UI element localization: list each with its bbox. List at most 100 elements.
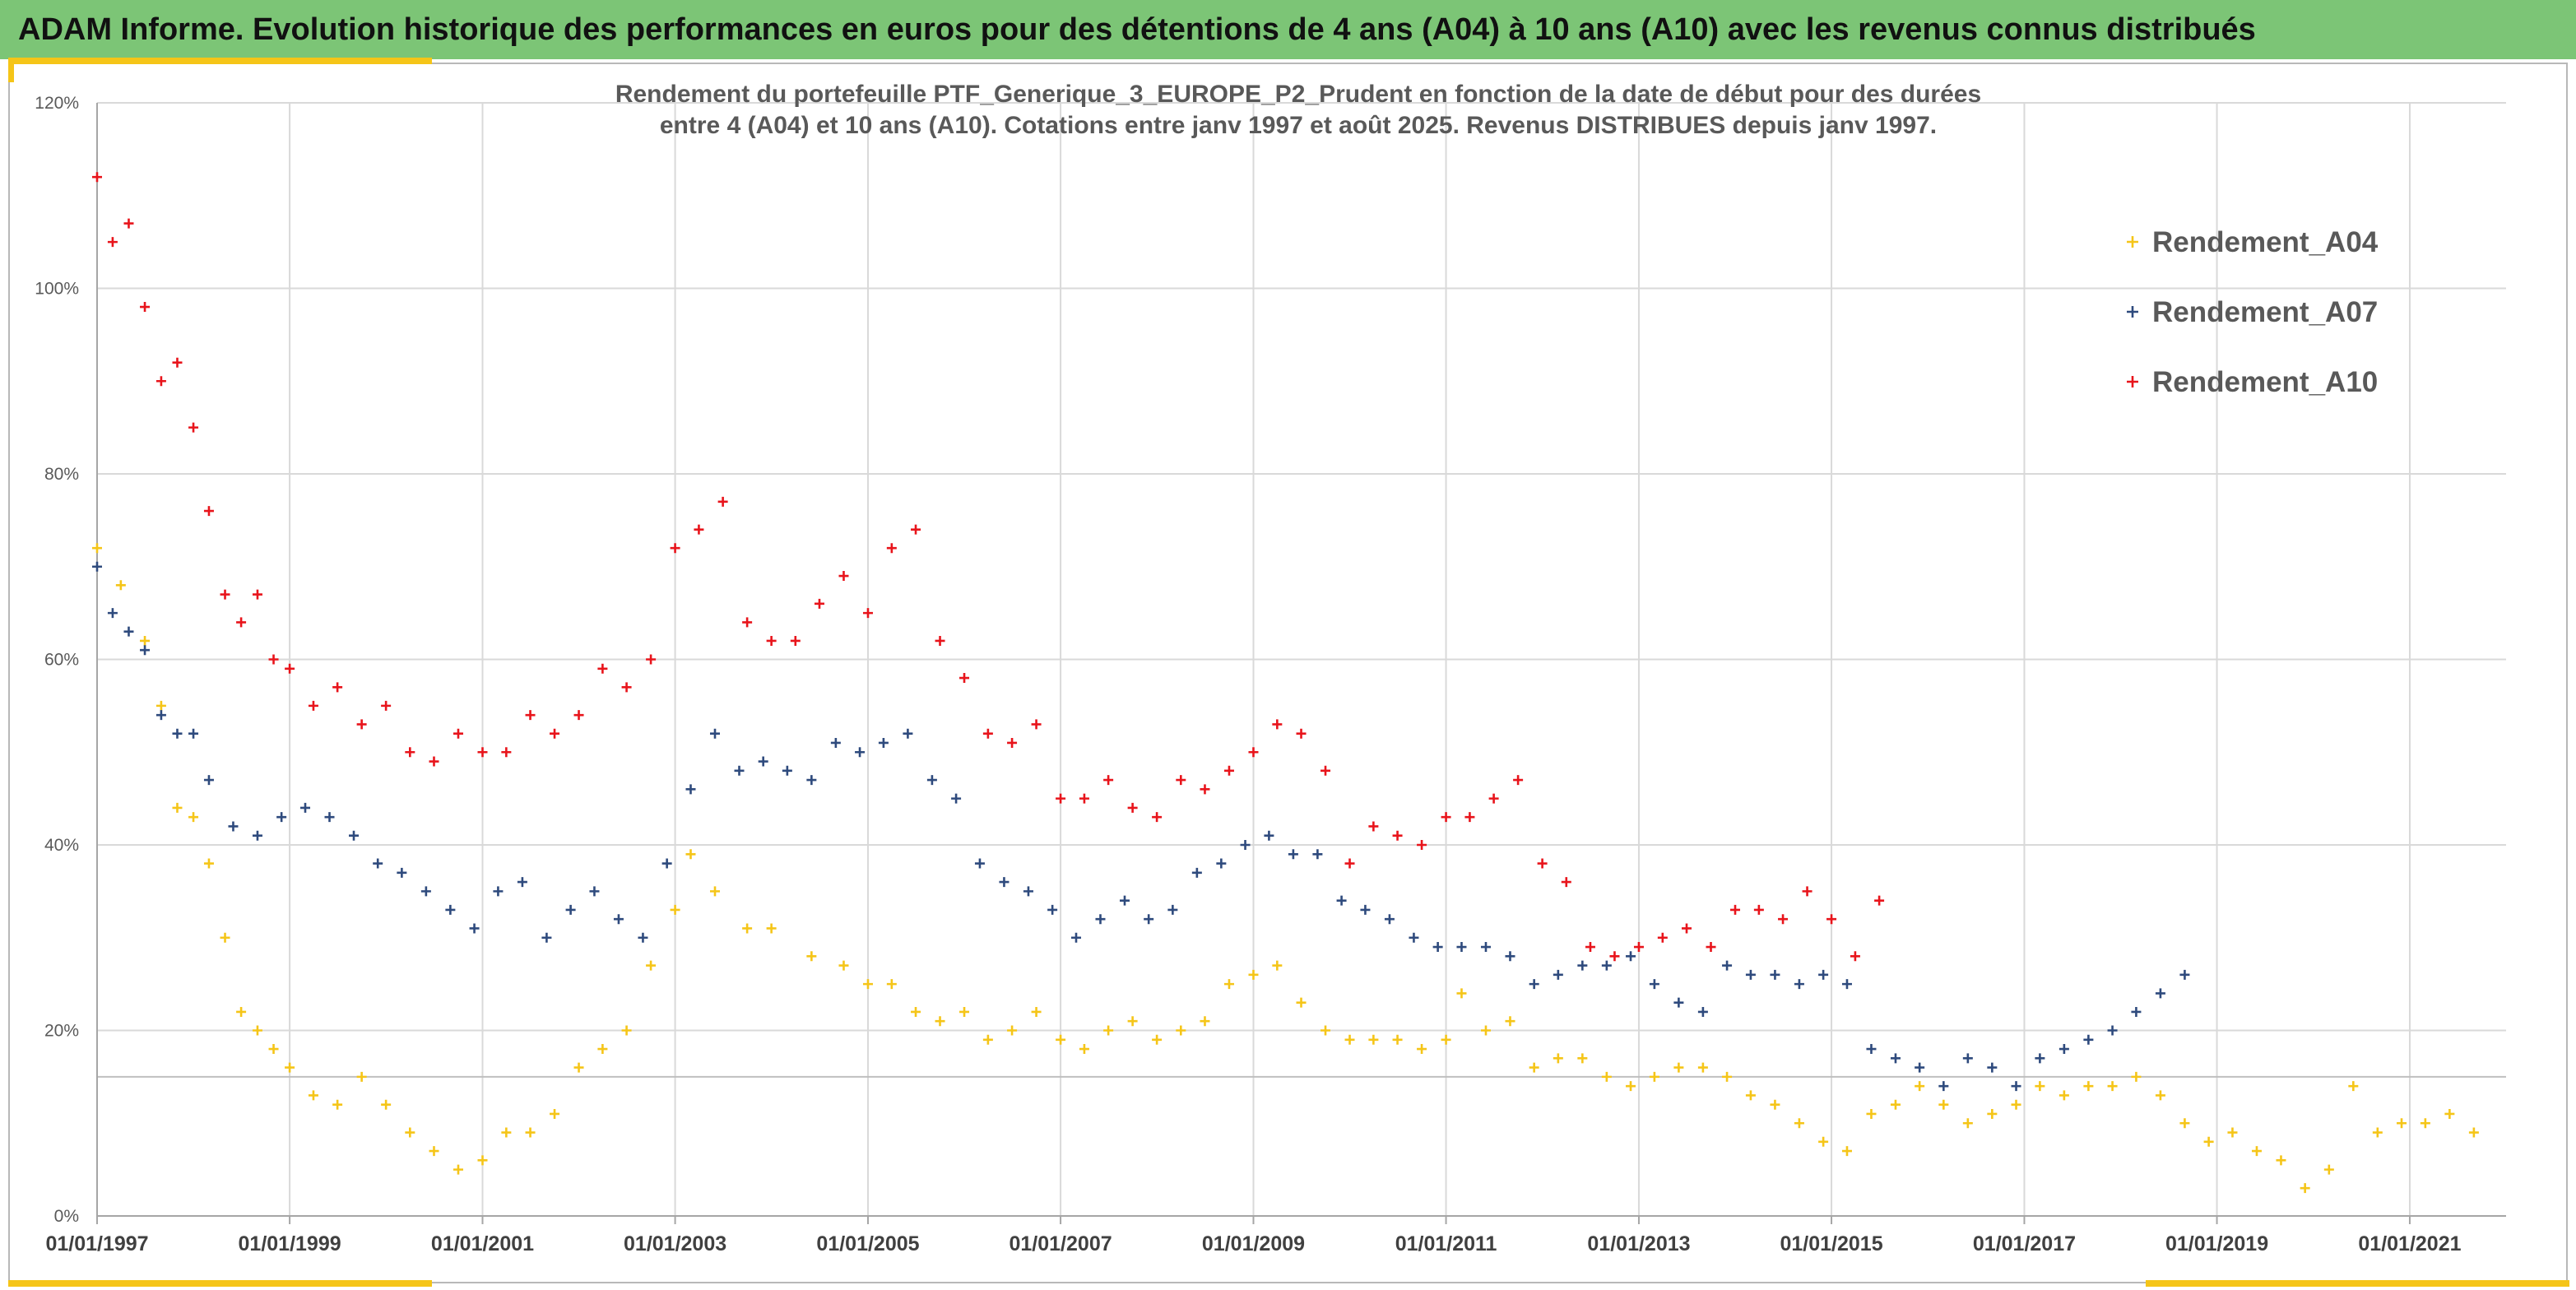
data-point (1722, 960, 1733, 971)
data-point (2035, 1053, 2045, 1064)
data-point (373, 858, 383, 869)
data-point (1577, 1053, 1588, 1064)
data-point (397, 867, 407, 878)
data-point (2444, 1108, 2455, 1119)
chart-legend: Rendement_A04 Rendement_A07 Rendement_A10 (2127, 226, 2379, 398)
data-point (236, 1006, 247, 1017)
data-point (1432, 942, 1443, 953)
data-point (420, 886, 431, 897)
y-tick-label: 80% (44, 465, 79, 484)
data-point (1127, 802, 1138, 813)
data-point (1079, 793, 1089, 804)
data-point (766, 923, 777, 934)
data-point (646, 960, 657, 971)
data-point (717, 496, 728, 507)
chart-title-line-1: Rendement du portefeuille PTF_Generique_… (615, 81, 1981, 108)
data-point (445, 904, 456, 915)
data-point (1031, 1006, 1042, 1017)
tick-labels: 0% 20% 40% 60% 80% 100% 120% 01/01/1997 01/01/19… (35, 94, 2461, 1255)
data-point (501, 1127, 512, 1138)
data-point (2179, 1118, 2190, 1129)
data-point (903, 728, 913, 739)
data-point (1745, 969, 1756, 980)
x-tick-label: 01/01/2005 (816, 1232, 919, 1255)
data-point (285, 1062, 295, 1073)
data-point (2300, 1183, 2310, 1194)
legend-marker (2127, 236, 2138, 248)
data-point (1167, 904, 1178, 915)
data-point (1119, 895, 1130, 906)
data-point (2058, 1044, 2069, 1055)
data-point (830, 737, 841, 748)
data-point (573, 710, 584, 721)
data-point (1626, 951, 1636, 962)
data-point (155, 700, 166, 711)
data-point (1529, 979, 1539, 990)
y-tick-label: 120% (35, 94, 79, 113)
data-point (1962, 1118, 1973, 1129)
data-point (1320, 1025, 1331, 1036)
y-tick-label: 0% (54, 1207, 79, 1226)
data-point (525, 710, 536, 721)
data-point (115, 580, 126, 591)
data-point (107, 237, 118, 248)
data-point (92, 561, 102, 572)
data-point (172, 802, 183, 813)
legend-label: Rendement_A04 (2152, 226, 2379, 258)
data-point (1223, 979, 1234, 990)
legend-label: Rendement_A07 (2152, 296, 2378, 328)
data-point (935, 635, 945, 646)
data-point (1272, 960, 1283, 971)
data-point (1296, 997, 1307, 1008)
data-point (1480, 942, 1491, 953)
data-point (589, 886, 600, 897)
data-point (1938, 1081, 1949, 1092)
data-point (1818, 969, 1829, 980)
data-point (670, 543, 680, 554)
data-point (814, 598, 824, 609)
data-point (597, 1044, 608, 1055)
data-point (228, 821, 239, 832)
data-point (862, 979, 873, 990)
data-point (1488, 793, 1499, 804)
data-point (2011, 1099, 2021, 1110)
data-point (1850, 951, 1860, 962)
x-tick-label: 01/01/2009 (1202, 1232, 1305, 1255)
x-tick-label: 01/01/2021 (2358, 1232, 2461, 1255)
data-point (236, 617, 247, 628)
data-point (1753, 904, 1764, 915)
chart-title-line-2: entre 4 (A04) et 10 ans (A10). Cotations… (660, 112, 1937, 139)
data-point (2155, 988, 2165, 999)
data-point (1890, 1053, 1901, 1064)
data-point (1023, 886, 1033, 897)
data-point (188, 422, 199, 433)
data-point (862, 608, 873, 619)
data-point (1417, 840, 1427, 850)
data-point (621, 682, 632, 693)
data-point (709, 886, 720, 897)
data-point (974, 858, 985, 869)
data-point (203, 775, 214, 786)
data-point (1682, 923, 1692, 934)
data-point (790, 635, 801, 646)
data-point (1529, 1062, 1539, 1073)
data-point (1649, 979, 1659, 990)
data-point (1480, 1025, 1491, 1036)
data-point (1417, 1044, 1427, 1055)
data-point (1657, 932, 1668, 943)
data-point (1264, 830, 1274, 841)
x-tick-label: 01/01/2015 (1780, 1232, 1882, 1255)
data-point (252, 1025, 262, 1036)
data-point (1987, 1108, 1998, 1119)
data-point (1962, 1053, 1973, 1064)
data-point (1392, 1034, 1403, 1045)
data-point (1336, 895, 1347, 906)
data-point (155, 710, 166, 721)
data-point (685, 784, 696, 795)
legend-marker (2127, 376, 2138, 387)
data-point (1722, 1071, 1733, 1082)
data-point (140, 635, 151, 646)
data-point (1056, 793, 1066, 804)
data-point (469, 923, 480, 934)
data-point (429, 1146, 439, 1157)
